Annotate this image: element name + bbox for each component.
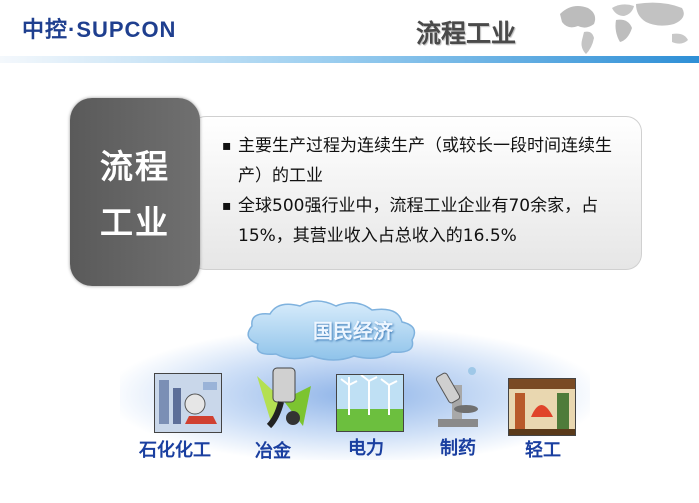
metallurgy-icon [253, 366, 315, 430]
light-industry-icon [508, 378, 576, 436]
header-divider [0, 56, 699, 63]
panel-title-box: 流程 工业 [70, 98, 200, 286]
bullet-text: 全球500强行业中，流程工业企业有70余家，占15%，其营业收入占总收入的16.… [238, 196, 598, 246]
header: 中控·SUPCON 流程工业 [0, 0, 699, 62]
page-title: 流程工业 [416, 14, 516, 50]
bullet-item: ▪ 主要生产过程为连续生产（或较长一段时间连续生产）的工业 [222, 131, 634, 191]
bullet-list: ▪ 主要生产过程为连续生产（或较长一段时间连续生产）的工业 ▪ 全球500强行业… [222, 131, 634, 251]
power-icon [336, 374, 404, 432]
panel-title-line1: 流程 [70, 140, 200, 188]
petrochemical-icon [154, 373, 222, 433]
bullet-icon: ▪ [222, 191, 232, 221]
world-map-icon [550, 0, 699, 56]
bullet-icon: ▪ [222, 131, 232, 161]
company-logo: 中控·SUPCON [22, 12, 176, 44]
bullet-text: 主要生产过程为连续生产（或较长一段时间连续生产）的工业 [238, 136, 612, 186]
pharma-icon [432, 365, 484, 429]
panel-title-line2: 工业 [70, 196, 200, 244]
industry-label: 石化化工 [139, 436, 211, 462]
industry-label: 轻工 [525, 436, 561, 462]
industry-label: 制药 [440, 434, 476, 460]
cloud-label: 国民经济 [313, 315, 393, 344]
industry-label: 冶金 [255, 437, 291, 463]
bullet-item: ▪ 全球500强行业中，流程工业企业有70余家，占15%，其营业收入占总收入的1… [222, 191, 634, 251]
industry-label: 电力 [348, 434, 384, 460]
